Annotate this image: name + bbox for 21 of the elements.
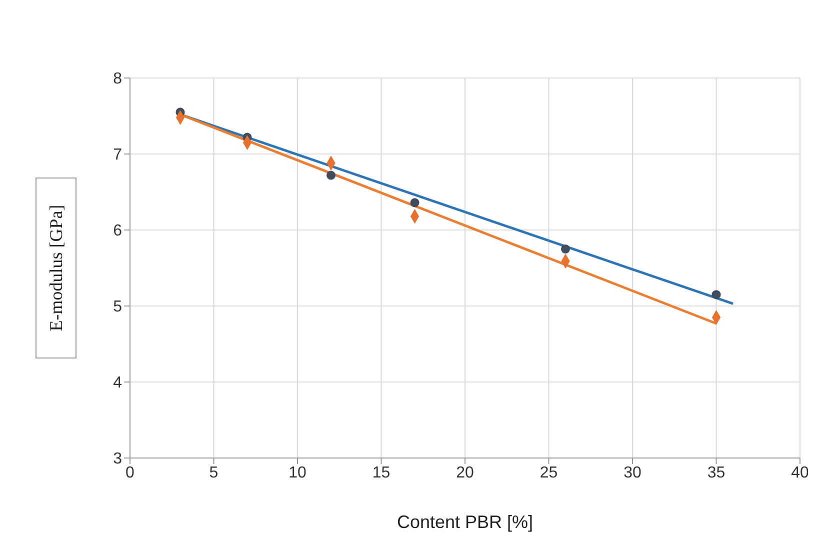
x-tick-label: 25 (540, 464, 558, 482)
x-tick-label: 10 (288, 464, 306, 482)
x-tick-label: 30 (624, 464, 642, 482)
y-tick-label: 6 (113, 222, 122, 240)
point (410, 198, 420, 208)
y-tick-label: 7 (113, 146, 122, 164)
x-tick-label: 40 (791, 464, 809, 482)
point (560, 244, 570, 254)
x-tick-label: 15 (372, 464, 390, 482)
x-tick-label: 0 (126, 464, 135, 482)
y-tick-label: 8 (113, 70, 122, 88)
x-tick-label: 5 (209, 464, 218, 482)
point (712, 290, 721, 300)
y-tick-label: 5 (113, 298, 122, 316)
x-tick-label: 20 (456, 464, 474, 482)
y-tick-label: 4 (113, 374, 122, 392)
y-axis-title: E-modulus [GPa] (46, 204, 66, 332)
x-axis-title: Content PBR [%] (396, 512, 534, 532)
y-tick-label: 3 (113, 450, 122, 468)
x-tick-label: 35 (707, 464, 726, 482)
point (326, 170, 336, 180)
